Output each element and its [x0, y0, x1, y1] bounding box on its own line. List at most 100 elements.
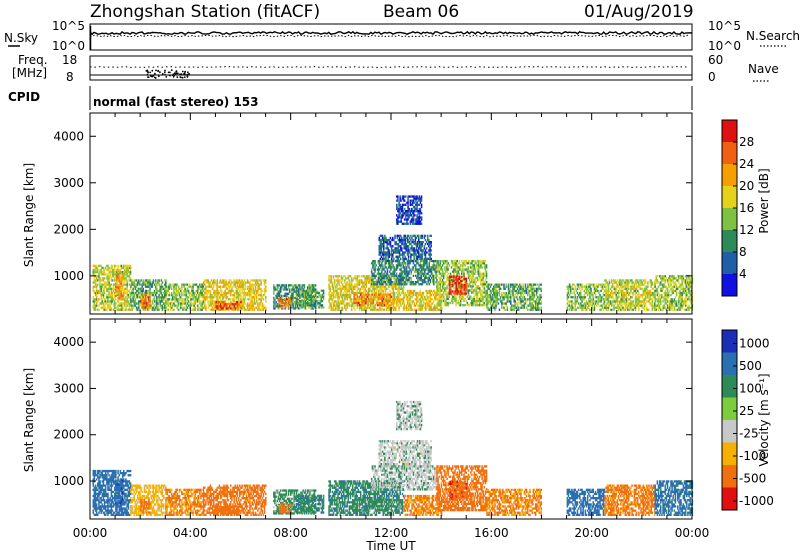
power-cell [380, 272, 382, 275]
power-cell [258, 304, 260, 307]
power-cell [276, 294, 279, 297]
power-cell [92, 298, 95, 301]
power-cell [473, 281, 475, 284]
power-cell [198, 291, 200, 295]
power-cell [410, 281, 412, 284]
power-cell [410, 291, 412, 295]
power-cell [474, 301, 477, 305]
power-cell [126, 289, 128, 293]
power-cell [330, 298, 333, 301]
power-cell [457, 284, 460, 287]
power-cell [454, 281, 456, 285]
power-cell [124, 283, 126, 286]
power-cell [420, 302, 423, 305]
power-cell [354, 297, 357, 300]
power-cell [383, 287, 386, 290]
power-cell [125, 306, 127, 309]
power-cell [370, 308, 372, 311]
power-cell [333, 300, 336, 303]
power-cell [111, 264, 114, 267]
power-cell [439, 268, 442, 271]
power-cell [225, 285, 227, 288]
power-cell [408, 207, 410, 211]
power-cell [411, 281, 414, 284]
power-cell [346, 283, 348, 286]
power-cell [160, 294, 163, 297]
power-cell [98, 308, 100, 311]
power-cell [222, 279, 224, 282]
power-cell [336, 302, 338, 305]
power-cell [95, 291, 98, 295]
power-cell [216, 300, 218, 303]
power-cell [246, 308, 249, 311]
power-cell [329, 285, 331, 288]
power-cell [440, 294, 443, 297]
power-cell [221, 305, 223, 308]
power-cell [348, 283, 351, 286]
power-cell [372, 260, 374, 263]
power-cell [390, 262, 392, 265]
power-cell [253, 296, 256, 299]
power-cell [404, 283, 407, 286]
power-cell [422, 241, 425, 244]
power-cell [224, 308, 226, 311]
power-cell [114, 304, 116, 307]
power-cell [436, 283, 438, 286]
power-cell [414, 234, 417, 237]
power-cell [338, 302, 341, 305]
power-cell [388, 253, 391, 256]
power-cell [441, 268, 444, 271]
nave-dip-point [181, 70, 184, 73]
power-cell [404, 247, 406, 250]
power-cell [424, 253, 427, 256]
power-cell [159, 302, 162, 305]
power-cell [370, 283, 373, 286]
nave-dip-point [183, 72, 186, 75]
power-cell [459, 297, 462, 300]
power-cell [359, 287, 362, 290]
power-cell [404, 251, 406, 254]
power-cell [399, 234, 402, 237]
power-cell [378, 264, 381, 267]
power-cell [223, 281, 225, 284]
power-cell [224, 285, 226, 288]
power-cell [128, 264, 131, 267]
power-cell [456, 277, 459, 280]
power-cell [397, 238, 400, 242]
nave-dip-point [176, 76, 179, 78]
power-cell [381, 283, 383, 286]
power-cell [397, 199, 399, 202]
power-cell [221, 307, 223, 310]
power-cell [408, 300, 410, 303]
power-cell [438, 281, 440, 284]
power-cell [344, 296, 346, 299]
power-cell [406, 302, 409, 305]
power-cell [386, 274, 389, 277]
power-cell [378, 262, 381, 265]
power-cell [392, 296, 395, 299]
power-cell [479, 299, 481, 303]
power-cell [383, 276, 385, 280]
power-cell [381, 238, 384, 242]
power-cell [263, 279, 266, 282]
power-cell [396, 262, 399, 265]
power-cell [398, 274, 400, 277]
power-cell [479, 266, 481, 269]
power-cell [201, 283, 203, 286]
power-cell [295, 288, 298, 291]
power-cell [117, 273, 119, 276]
power-cell [377, 266, 380, 269]
power-cell [400, 285, 403, 288]
power-cell [398, 220, 400, 223]
power-cell [392, 300, 395, 303]
nave-dip-point [175, 70, 178, 73]
power-cell [485, 264, 488, 267]
power-cell [201, 308, 203, 311]
power-cell [101, 298, 104, 301]
power-cell [278, 288, 281, 291]
power-cell [265, 281, 267, 284]
power-cell [138, 296, 140, 299]
power-cell [194, 300, 197, 303]
power-cell [384, 274, 387, 277]
power-cell [142, 297, 144, 301]
